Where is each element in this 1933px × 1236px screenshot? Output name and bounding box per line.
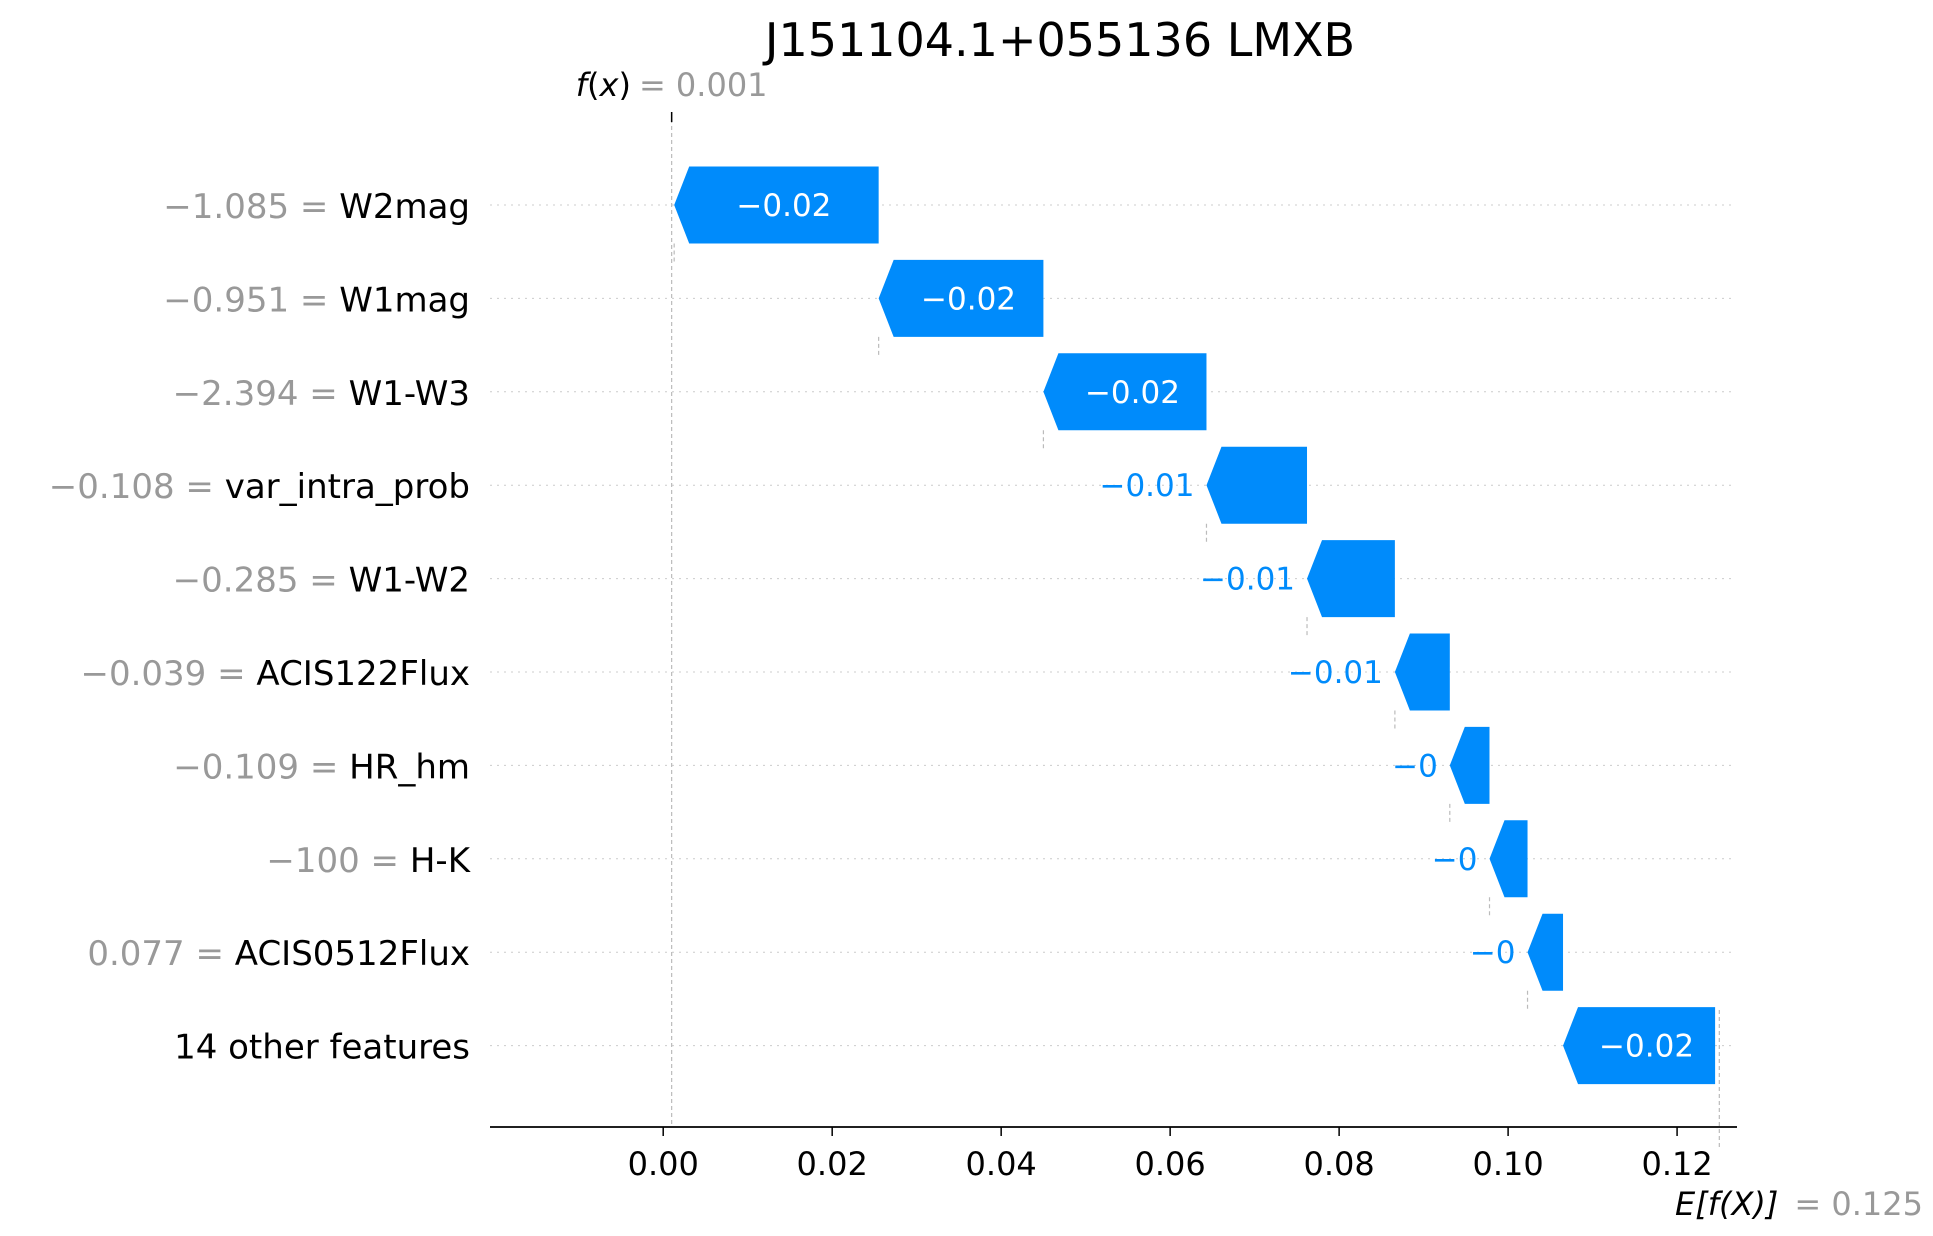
x-tick-label: 0.08 <box>1303 1145 1374 1183</box>
bar <box>1043 353 1207 431</box>
bar-label: −0.02 <box>1599 1029 1694 1065</box>
feature-label: −0.108 = var_intra_prob <box>49 467 470 507</box>
feature-label: −1.085 = W2mag <box>163 187 470 227</box>
efx-annotation: E[f(X)] = 0.125 <box>1675 1185 1923 1223</box>
feature-name: H-K <box>410 841 472 881</box>
feature-name: W1-W3 <box>349 374 470 414</box>
feature-name: ACIS0512Flux <box>235 934 470 974</box>
feature-value: −0.039 = <box>80 654 256 694</box>
feature-value: −1.085 = <box>163 187 339 227</box>
bar <box>1394 633 1450 711</box>
bar-connectors <box>670 112 1720 1150</box>
feature-name: ACIS122Flux <box>256 654 470 694</box>
bar <box>1527 913 1564 991</box>
feature-value: −0.285 = <box>173 561 349 601</box>
feature-label: −2.394 = W1-W3 <box>173 374 470 414</box>
feature-label: −0.951 = W1mag <box>163 280 470 320</box>
feature-label: 14 other features <box>174 1028 470 1068</box>
bar-label: −0.01 <box>1099 468 1194 504</box>
feature-name: W2mag <box>339 187 470 227</box>
bar-label: −0.01 <box>1288 655 1383 691</box>
fx-paren-close: ) <box>618 66 630 104</box>
feature-value: −0.109 = <box>173 747 349 787</box>
feature-label: −100 = H-K <box>266 841 471 881</box>
bar-label: −0.02 <box>1085 375 1180 411</box>
x-tick-label: 0.06 <box>1135 1145 1206 1183</box>
bar-label: −0.02 <box>921 281 1016 317</box>
feature-name: W1-W2 <box>349 561 470 601</box>
chart-title: J151104.1+055136 LMXB <box>762 13 1355 67</box>
bar <box>1489 820 1528 898</box>
feature-label: −0.285 = W1-W2 <box>173 561 470 601</box>
bar <box>1206 446 1308 524</box>
feature-value: 0.077 = <box>87 934 234 974</box>
svg-text:E[f(X)]= 0.125: E[f(X)] = 0.125 <box>1675 1185 1923 1223</box>
feature-name: W1mag <box>339 280 470 320</box>
bar-label: −0.01 <box>1200 562 1295 598</box>
bars: −0.02 −0.02 −0.02 −0.01 −0.01 −0.01 −0 −0 −0 −0.0… <box>674 166 1716 1085</box>
feature-value: −0.951 = <box>163 280 339 320</box>
fx-symbol-x: x <box>599 66 620 104</box>
feature-value: −100 = <box>266 841 410 881</box>
feature-name: 14 other features <box>174 1028 470 1068</box>
bar <box>878 259 1044 337</box>
bar-label: −0 <box>1470 935 1516 971</box>
feature-name: var_intra_prob <box>225 467 470 507</box>
bar <box>1563 1007 1716 1085</box>
bar-label: −0 <box>1392 748 1438 784</box>
x-axis: 0.00 0.02 0.04 0.06 0.08 0.10 0.12 <box>490 1126 1737 1183</box>
bar-label: −0 <box>1432 842 1478 878</box>
bar-label: −0.02 <box>736 188 831 224</box>
bar <box>674 166 879 244</box>
efx-symbol: E[f(X)] <box>1675 1185 1778 1223</box>
bar <box>1449 726 1490 804</box>
feature-label: −0.039 = ACIS122Flux <box>80 654 470 694</box>
feature-value: −0.108 = <box>49 467 225 507</box>
feature-label: −0.109 = HR_hm <box>173 747 470 787</box>
x-tick-label: 0.04 <box>966 1145 1037 1183</box>
feature-labels: −1.085 = W2mag −0.951 = W1mag −2.394 = W1-… <box>49 187 472 1068</box>
x-tick-label: 0.00 <box>628 1145 699 1183</box>
svg-text:f(x)= 0.001: f(x) = 0.001 <box>576 66 768 104</box>
x-tick-label: 0.12 <box>1641 1145 1712 1183</box>
x-tick-label: 0.02 <box>797 1145 868 1183</box>
feature-value: −2.394 = <box>173 374 349 414</box>
feature-name: HR_hm <box>349 747 470 787</box>
fx-annotation: f(x) = 0.001 <box>576 66 768 104</box>
bar <box>1307 540 1395 618</box>
fx-value: = 0.001 <box>639 66 768 104</box>
fx-paren-open: ( <box>587 66 599 104</box>
efx-value: = 0.125 <box>1794 1185 1923 1223</box>
feature-label: 0.077 = ACIS0512Flux <box>87 934 470 974</box>
x-tick-label: 0.10 <box>1472 1145 1543 1183</box>
